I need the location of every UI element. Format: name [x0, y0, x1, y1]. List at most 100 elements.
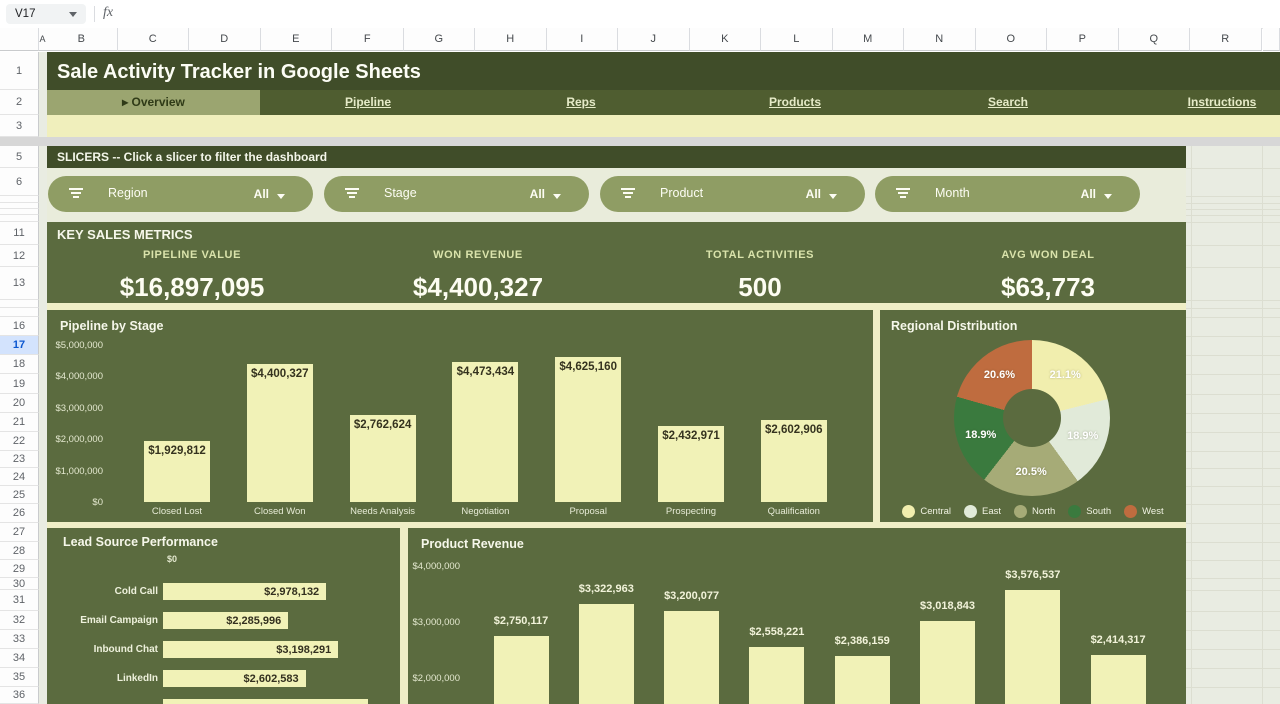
- slicer-value[interactable]: All: [805, 187, 821, 201]
- y-axis-tick: $4,000,000: [55, 371, 103, 383]
- slicer-product[interactable]: Product All: [600, 176, 865, 212]
- row-header-21[interactable]: 21: [0, 413, 39, 432]
- column-header-I[interactable]: I: [546, 28, 618, 51]
- row-header-14[interactable]: [0, 300, 39, 308]
- legend-dot: [902, 505, 916, 518]
- row-header-36[interactable]: 36: [0, 687, 39, 704]
- column-header-C[interactable]: C: [117, 28, 189, 51]
- tab-instructions[interactable]: Instructions: [1187, 95, 1257, 109]
- name-box-value: V17: [15, 8, 36, 20]
- row-header-5[interactable]: 5: [0, 146, 39, 168]
- row-header-28[interactable]: 28: [0, 542, 39, 560]
- row-header-2[interactable]: 2: [0, 90, 39, 115]
- column-header-H[interactable]: H: [475, 28, 547, 51]
- dropdown-caret-icon[interactable]: [829, 194, 837, 199]
- row-header-1[interactable]: 1: [0, 52, 39, 90]
- row-header-34[interactable]: 34: [0, 649, 39, 668]
- column-header-Q[interactable]: Q: [1118, 28, 1190, 51]
- select-all-corner[interactable]: [0, 28, 39, 51]
- row-header-11[interactable]: 11: [0, 222, 39, 245]
- row-header-24[interactable]: 24: [0, 468, 39, 486]
- column-header-L[interactable]: L: [761, 28, 833, 51]
- row-header-12[interactable]: 12: [0, 245, 39, 267]
- column-header-N[interactable]: N: [904, 28, 976, 51]
- name-box-caret-icon[interactable]: [69, 12, 77, 17]
- fx-icon[interactable]: fx: [103, 5, 114, 20]
- row-header-19[interactable]: 19: [0, 374, 39, 394]
- row-header-30[interactable]: 30: [0, 578, 39, 590]
- metric-label: TOTAL ACTIVITIES: [705, 249, 815, 261]
- slicer-value[interactable]: All: [253, 187, 269, 201]
- row-header-22[interactable]: 22: [0, 432, 39, 451]
- row-header-13[interactable]: 13: [0, 267, 39, 300]
- row-header-9[interactable]: [0, 209, 39, 215]
- row-header-31[interactable]: 31: [0, 590, 39, 611]
- tab-products[interactable]: Products: [768, 95, 821, 109]
- tab-overview[interactable]: ▸ Overview: [47, 90, 260, 115]
- metric-label: WON REVENUE: [433, 249, 523, 261]
- tab-pipeline[interactable]: Pipeline: [344, 95, 391, 109]
- row-header-3[interactable]: 3: [0, 115, 39, 137]
- row-header-18[interactable]: 18: [0, 355, 39, 374]
- metric-value: $16,897,095: [119, 272, 265, 302]
- pipeline-by-stage-chart[interactable]: Pipeline by Stage $5,000,000 $4,000,000 $3,…: [47, 310, 873, 522]
- row-header-33[interactable]: 33: [0, 630, 39, 649]
- tab-reps[interactable]: Reps: [566, 95, 596, 109]
- legend-dot: [1068, 505, 1082, 518]
- legend-dot: [1124, 505, 1138, 518]
- column-header-M[interactable]: M: [832, 28, 904, 51]
- column-header-D[interactable]: D: [189, 28, 261, 51]
- dropdown-caret-icon[interactable]: [277, 194, 285, 199]
- column-header-K[interactable]: K: [689, 28, 761, 51]
- column-header-E[interactable]: E: [260, 28, 332, 51]
- product-revenue-chart[interactable]: Product Revenue $4,000,000 $3,000,000 $2,00…: [408, 528, 1186, 704]
- slicer-region[interactable]: Region All: [48, 176, 313, 212]
- bar: [664, 611, 720, 704]
- metric-label: PIPELINE VALUE: [142, 249, 242, 261]
- column-header-P[interactable]: P: [1047, 28, 1119, 51]
- column-header-F[interactable]: F: [332, 28, 404, 51]
- chart-title: Pipeline by Stage: [60, 319, 164, 333]
- lead-source-performance-chart[interactable]: Lead Source Performance $0 Cold Call $2,978…: [47, 528, 400, 704]
- dropdown-caret-icon[interactable]: [553, 194, 561, 199]
- row-header-20[interactable]: 20: [0, 394, 39, 413]
- margin-gridline-h: [1186, 542, 1280, 543]
- row-header-29[interactable]: 29: [0, 560, 39, 578]
- tab-search[interactable]: Search: [987, 95, 1029, 109]
- column-header-G[interactable]: G: [403, 28, 475, 51]
- row-header-6[interactable]: 6: [0, 168, 39, 196]
- row-header-7[interactable]: [0, 196, 39, 203]
- dropdown-caret-icon[interactable]: [1104, 194, 1112, 199]
- row-header-26[interactable]: 26: [0, 504, 39, 523]
- row-header-25[interactable]: 25: [0, 486, 39, 504]
- row-header-23[interactable]: 23: [0, 451, 39, 468]
- column-header-R[interactable]: R: [1190, 28, 1262, 51]
- metric-value: $63,773: [1001, 272, 1095, 302]
- row-header-8[interactable]: [0, 203, 39, 209]
- row-header-32[interactable]: 32: [0, 611, 39, 630]
- margin-gridline-h: [1186, 432, 1280, 433]
- margin-gridline-h: [1186, 300, 1280, 301]
- row-header-17[interactable]: 17: [0, 336, 39, 355]
- slicer-month[interactable]: Month All: [875, 176, 1140, 212]
- row-header-15[interactable]: [0, 308, 39, 317]
- column-header-O[interactable]: O: [975, 28, 1047, 51]
- margin-gridline-h: [1186, 267, 1280, 268]
- slicer-value[interactable]: All: [529, 187, 545, 201]
- slicer-value[interactable]: All: [1080, 187, 1096, 201]
- axis-zero-label: $0: [166, 554, 177, 564]
- column-header-J[interactable]: J: [618, 28, 690, 51]
- regional-distribution-chart[interactable]: Regional Distribution 21.1% 18.9% 20.5% 18.9…: [880, 310, 1186, 522]
- bar: [349, 415, 416, 502]
- name-box[interactable]: V17: [6, 4, 86, 24]
- margin-gridline-h: [1186, 486, 1280, 487]
- slicer-label: Stage: [384, 186, 417, 200]
- row-header-35[interactable]: 35: [0, 668, 39, 687]
- row-header-10[interactable]: [0, 215, 39, 222]
- row-header-16[interactable]: 16: [0, 317, 39, 336]
- spacer-row-yellow: [47, 115, 1280, 137]
- row-header-27[interactable]: 27: [0, 523, 39, 542]
- column-header-B[interactable]: B: [46, 28, 118, 51]
- slicer-stage[interactable]: Stage All: [324, 176, 589, 212]
